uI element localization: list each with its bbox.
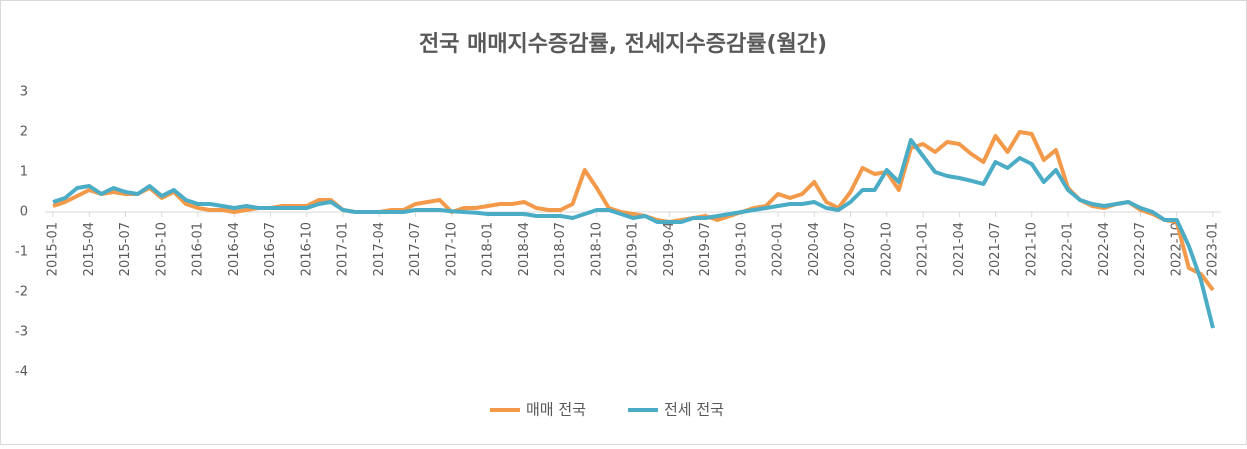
- x-tick-label: 2019-10: [734, 222, 749, 276]
- line-series: [52, 130, 1215, 292]
- x-tick-label: 2020-01: [771, 222, 786, 276]
- line-series: [52, 138, 1215, 329]
- y-tick-label: 0: [20, 205, 28, 220]
- y-tick-label: 3: [20, 85, 28, 100]
- legend-label: 매매 전국: [526, 401, 586, 419]
- x-tick-label: 2020-10: [879, 222, 894, 276]
- x-tick-label: 2017-04: [372, 222, 387, 276]
- y-tick-label: -2: [15, 285, 28, 300]
- x-tick-label: 2020-07: [843, 222, 858, 276]
- x-tick-label: 2023-01: [1206, 222, 1221, 276]
- x-tick-label: 2015-10: [154, 222, 169, 276]
- x-tick-label: 2022-01: [1061, 222, 1076, 276]
- legend-label: 전세 전국: [664, 401, 724, 419]
- x-tick-label: 2018-07: [553, 222, 568, 276]
- x-tick-label: 2019-04: [662, 222, 677, 276]
- x-tick-label: 2018-01: [481, 222, 496, 276]
- y-tick-label: 2: [20, 125, 28, 140]
- x-tick-label: 2015-04: [82, 222, 97, 276]
- x-tick-label: 2016-01: [191, 222, 206, 276]
- x-tick-label: 2021-04: [952, 222, 967, 276]
- chart-title: 전국 매매지수증감률, 전세지수증감률(월간): [419, 32, 827, 57]
- y-tick-label: -1: [15, 245, 28, 260]
- x-tick-label: 2016-04: [227, 222, 242, 276]
- x-tick-label: 2019-07: [698, 222, 713, 276]
- x-tick-label: 2021-01: [916, 222, 931, 276]
- x-tick-label: 2015-01: [46, 222, 61, 276]
- x-tick-label: 2017-01: [336, 222, 351, 276]
- x-tick-label: 2021-10: [1024, 222, 1039, 276]
- x-tick-label: 2017-10: [444, 222, 459, 276]
- y-tick-label: 1: [20, 165, 28, 180]
- x-tick-label: 2022-04: [1097, 222, 1112, 276]
- x-tick-label: 2021-07: [988, 222, 1003, 276]
- x-tick-label: 2020-04: [807, 222, 822, 276]
- y-tick-label: -4: [15, 365, 28, 380]
- x-tick-label: 2015-07: [118, 222, 133, 276]
- x-tick-label: 2022-07: [1133, 222, 1148, 276]
- x-tick-label: 2016-10: [299, 222, 314, 276]
- x-tick-label: 2018-10: [589, 222, 604, 276]
- y-tick-label: -3: [15, 325, 28, 340]
- x-tick-label: 2018-04: [517, 222, 532, 276]
- x-tick-label: 2019-01: [626, 222, 641, 276]
- x-tick-label: 2017-07: [408, 222, 423, 276]
- x-tick-label: 2016-07: [263, 222, 278, 276]
